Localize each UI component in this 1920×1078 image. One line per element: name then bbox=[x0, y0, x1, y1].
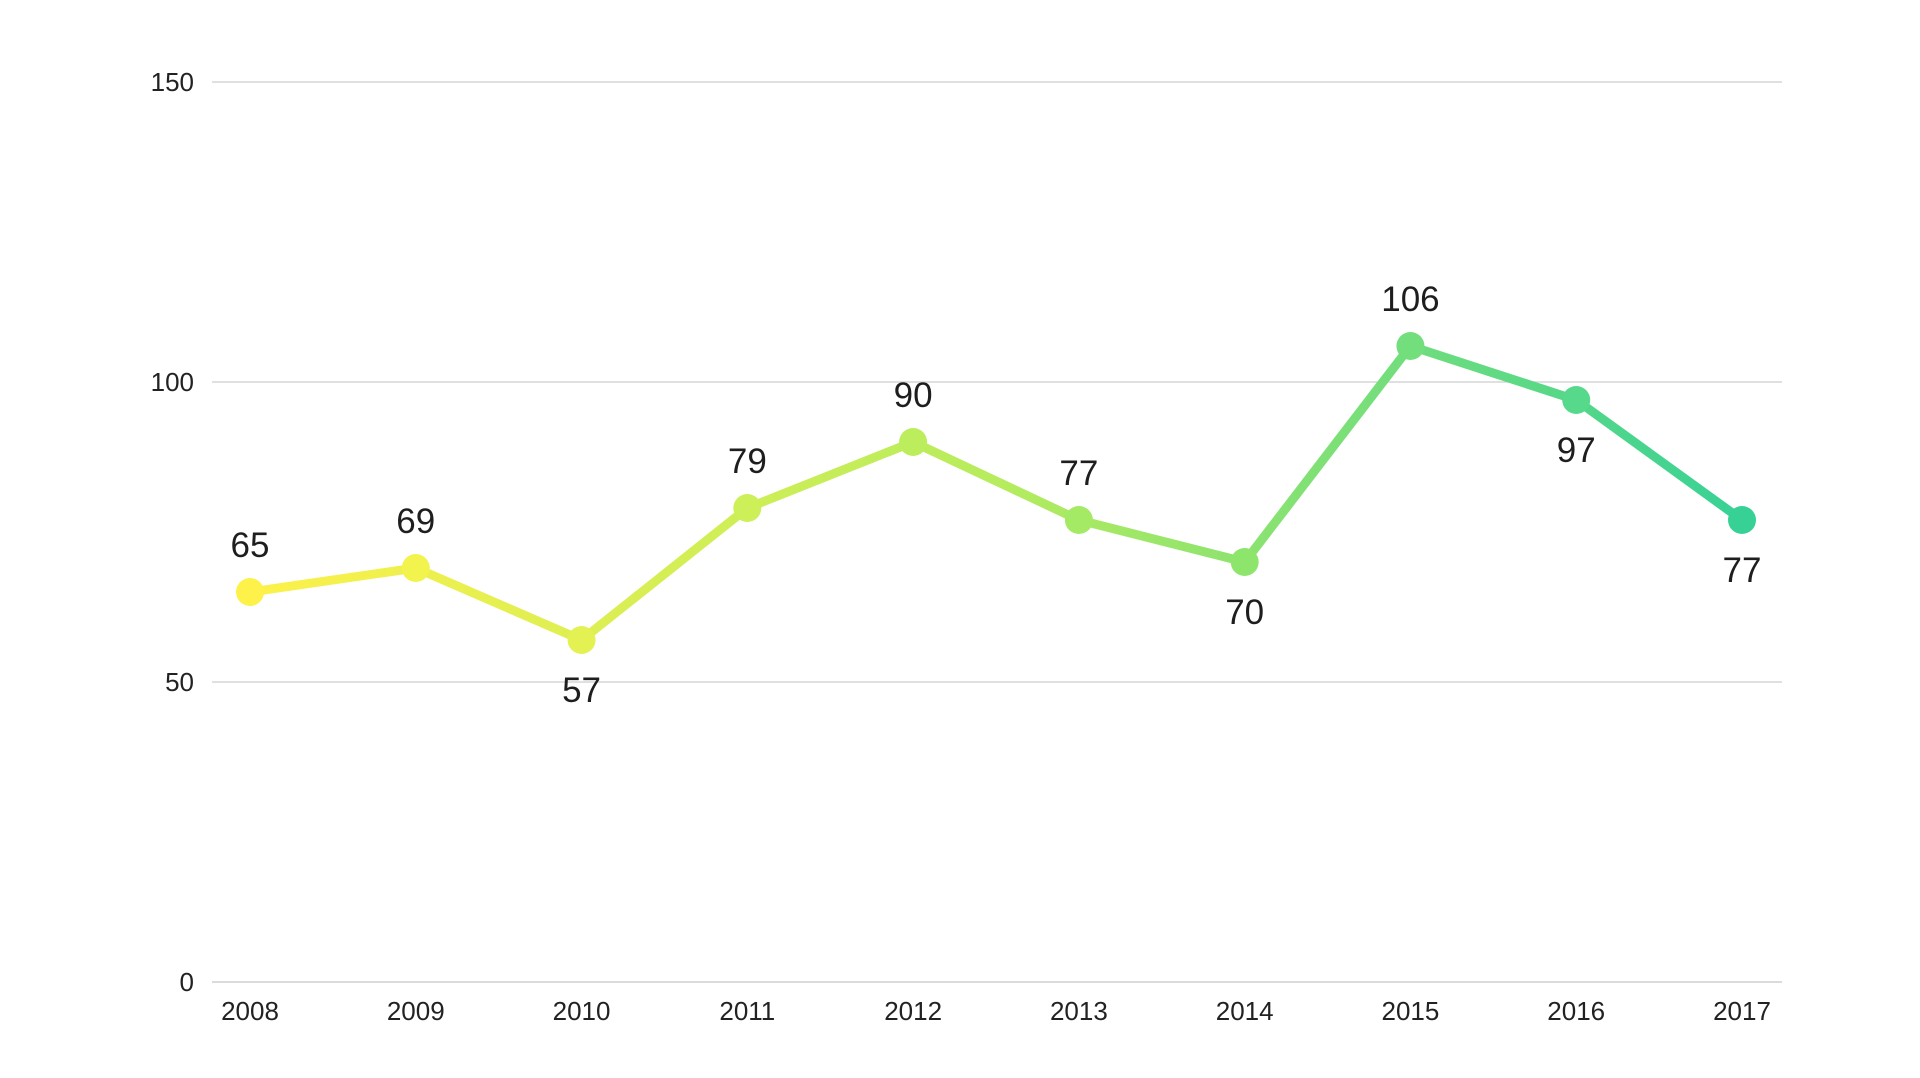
data-label: 77 bbox=[1723, 551, 1762, 590]
x-tick-label: 2009 bbox=[387, 996, 445, 1026]
y-tick-label: 50 bbox=[165, 667, 194, 697]
data-point bbox=[401, 554, 430, 582]
y-tick-label: 150 bbox=[151, 67, 194, 97]
data-point bbox=[733, 494, 762, 522]
data-label: 90 bbox=[894, 376, 933, 415]
x-axis: 2008 2009 2010 2011 2012 2013 2014 2015 2016 2017 bbox=[221, 996, 1771, 1026]
x-tick-label: 2017 bbox=[1713, 996, 1771, 1026]
data-point bbox=[1064, 506, 1093, 534]
y-tick-label: 0 bbox=[180, 967, 194, 997]
data-label: 65 bbox=[231, 526, 270, 565]
data-point bbox=[1728, 506, 1756, 534]
y-tick-label: 100 bbox=[151, 367, 194, 397]
data-points bbox=[236, 332, 1756, 654]
x-tick-label: 2015 bbox=[1382, 996, 1440, 1026]
data-point bbox=[1396, 332, 1425, 360]
data-label: 106 bbox=[1381, 280, 1439, 319]
x-tick-label: 2013 bbox=[1050, 996, 1108, 1026]
data-point bbox=[1562, 386, 1591, 414]
data-point bbox=[236, 578, 264, 606]
data-labels: 65 69 57 79 90 77 70 106 97 77 bbox=[231, 280, 1762, 710]
data-label: 57 bbox=[562, 671, 601, 710]
data-label: 77 bbox=[1059, 454, 1098, 493]
data-point bbox=[567, 626, 596, 654]
y-axis: 0 50 100 150 bbox=[151, 67, 194, 997]
data-label: 69 bbox=[396, 502, 435, 541]
series-line bbox=[245, 341, 1747, 645]
x-tick-label: 2014 bbox=[1216, 996, 1274, 1026]
data-label: 70 bbox=[1225, 593, 1264, 632]
data-point bbox=[1230, 548, 1259, 576]
x-tick-label: 2012 bbox=[884, 996, 942, 1026]
x-tick-label: 2008 bbox=[221, 996, 279, 1026]
data-label: 97 bbox=[1557, 431, 1596, 470]
series-line-path bbox=[245, 341, 1747, 645]
data-point bbox=[899, 428, 928, 456]
x-tick-label: 2016 bbox=[1547, 996, 1605, 1026]
data-label: 79 bbox=[728, 442, 767, 481]
x-tick-label: 2011 bbox=[719, 996, 775, 1026]
x-tick-label: 2010 bbox=[553, 996, 611, 1026]
gridlines bbox=[212, 81, 1782, 983]
